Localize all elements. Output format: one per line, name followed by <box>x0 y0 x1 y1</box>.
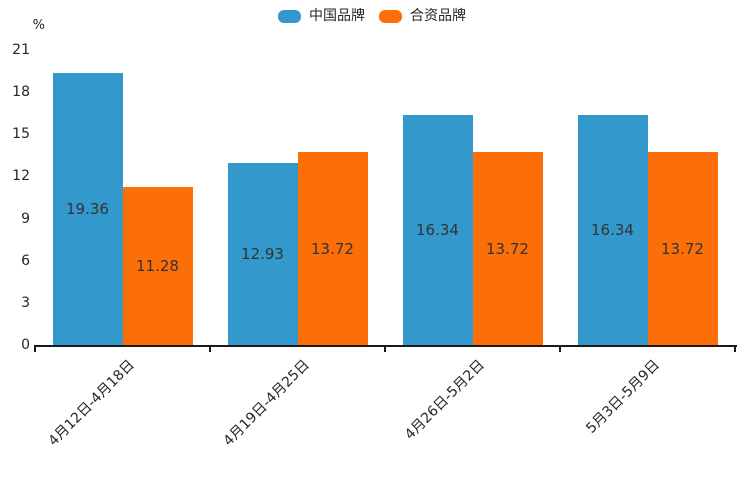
y-axis-tick-label: 9 <box>21 210 30 227</box>
x-axis-tick <box>559 345 561 352</box>
x-axis-tick-label: 4月26日-5月2日 <box>401 357 488 443</box>
x-axis-tick <box>209 345 211 352</box>
bar-value-label: 13.72 <box>661 239 704 258</box>
bar-value-label: 19.36 <box>66 200 109 219</box>
y-axis-tick-label: 18 <box>12 84 30 101</box>
y-axis-tick-label: 15 <box>12 126 30 143</box>
y-axis-unit-label: % <box>32 18 45 33</box>
bar-china-brand <box>227 163 298 345</box>
y-axis-tick-label: 3 <box>21 294 30 311</box>
bar-value-label: 13.72 <box>486 239 529 258</box>
x-axis-tick-label: 4月12日-4月18日 <box>45 357 138 450</box>
legend-swatch-china-brand <box>278 9 301 23</box>
x-axis-tick-label: 4月19日-4月25日 <box>220 357 313 450</box>
x-axis-tick <box>34 345 36 352</box>
y-axis-tick-label: 21 <box>12 42 30 58</box>
y-axis-tick-label: 0 <box>21 337 30 353</box>
bar-china-brand <box>402 115 473 345</box>
bar-joint-venture-brand <box>122 186 193 345</box>
bar-china-brand <box>52 73 123 345</box>
x-axis-tick-label: 5月3日-5月9日 <box>583 357 663 437</box>
bar-china-brand <box>577 115 648 345</box>
x-axis-tick <box>384 345 386 352</box>
bar-joint-venture-brand <box>647 152 718 345</box>
y-axis-tick-label: 6 <box>21 252 30 269</box>
bar-value-label: 13.72 <box>311 239 354 258</box>
bar-value-label: 16.34 <box>591 221 634 240</box>
bar-joint-venture-brand <box>297 152 368 345</box>
x-axis-tick <box>734 345 736 352</box>
legend-swatch-joint-venture-brand <box>379 9 402 23</box>
legend-item: 合资品牌 <box>379 8 466 24</box>
chart-legend: 中国品牌 合资品牌 <box>278 8 466 24</box>
bar-value-label: 16.34 <box>416 221 459 240</box>
legend-label: 中国品牌 <box>309 8 365 24</box>
legend-item: 中国品牌 <box>278 8 365 24</box>
y-axis-tick-label: 12 <box>12 168 30 185</box>
bar-joint-venture-brand <box>472 152 543 345</box>
legend-label: 合资品牌 <box>410 8 466 24</box>
bar-value-label: 12.93 <box>241 245 284 264</box>
bar-value-label: 11.28 <box>136 256 179 275</box>
